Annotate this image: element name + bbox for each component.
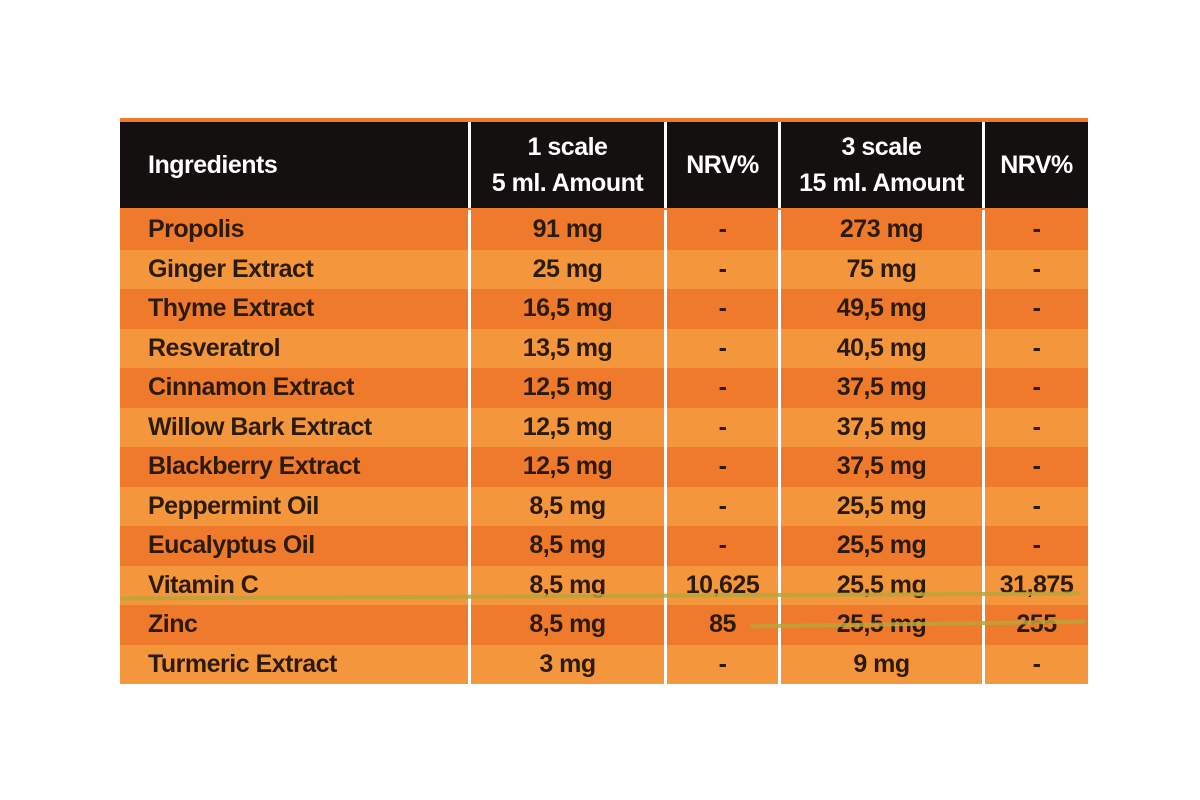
table-row: Resveratrol 13,5 mg -40,5 mg -: [120, 328, 1088, 368]
ingredient-name: Peppermint Oil: [148, 491, 319, 520]
value-cell: -: [982, 210, 1088, 250]
ingredient-name: Vitamin C: [148, 570, 259, 599]
ingredient-name: Turmeric Extract: [148, 649, 337, 678]
value-cell: -: [982, 368, 1088, 408]
value-cell: -: [664, 407, 778, 447]
value-cell: 8,5 mg: [468, 526, 664, 566]
value-cell: 8,5 mg: [468, 486, 664, 526]
value-cell: 49,5 mg: [778, 289, 982, 329]
header-text: 15 ml. Amount: [799, 169, 964, 197]
value-cell: 8,5 mg: [468, 605, 664, 645]
value-cell: 91 mg: [468, 210, 664, 250]
table-row: Willow Bark Extract 12,5 mg -37,5 mg -: [120, 407, 1088, 447]
table-row: Eucalyptus Oil 8,5 mg -25,5 mg -: [120, 526, 1088, 566]
header-text: 3 scale: [841, 133, 922, 161]
header-text: NRV%: [1000, 151, 1073, 179]
header-row: Ingredients 1 scale 5 ml. Amount NRV% 3 scal…: [120, 122, 1088, 208]
table-row: Thyme Extract 16,5 mg -49,5 mg -: [120, 289, 1088, 329]
value-cell: -: [982, 407, 1088, 447]
value-cell: -: [664, 210, 778, 250]
value-cell: 3 mg: [468, 644, 664, 684]
ingredient-name: Willow Bark Extract: [148, 412, 372, 441]
ingredient-name: Eucalyptus Oil: [148, 531, 315, 560]
table-row: Propolis 91 mg -273 mg -: [120, 210, 1088, 250]
value-cell: -: [664, 249, 778, 289]
value-cell: 75 mg: [778, 249, 982, 289]
ingredient-name: Resveratrol: [148, 333, 281, 362]
value-cell: 9 mg: [778, 644, 982, 684]
value-cell: 10,625: [664, 565, 778, 605]
value-cell: -: [982, 328, 1088, 368]
value-cell: 16,5 mg: [468, 289, 664, 329]
value-cell: 31,875: [982, 565, 1088, 605]
value-cell: -: [664, 289, 778, 329]
header-text: Ingredients: [148, 151, 278, 179]
value-cell: 25 mg: [468, 249, 664, 289]
ingredient-name: Blackberry Extract: [148, 452, 360, 481]
value-cell: -: [982, 526, 1088, 566]
ingredient-name: Thyme Extract: [148, 294, 314, 323]
header-cell: Ingredients: [120, 122, 468, 208]
value-cell: -: [982, 289, 1088, 329]
value-cell: 12,5 mg: [468, 447, 664, 487]
value-cell: 25,5 mg: [778, 486, 982, 526]
table-row: Peppermint Oil 8,5 mg -25,5 mg -: [120, 486, 1088, 526]
ingredient-name: Zinc: [148, 610, 198, 639]
nutrition-table: Ingredients 1 scale 5 ml. Amount NRV% 3 scal…: [120, 118, 1088, 684]
value-cell: 12,5 mg: [468, 368, 664, 408]
table-row: Blackberry Extract 12,5 mg -37,5 mg -: [120, 447, 1088, 487]
value-cell: 37,5 mg: [778, 447, 982, 487]
header-text: 5 ml. Amount: [491, 169, 644, 197]
value-cell: -: [982, 486, 1088, 526]
value-cell: 85: [664, 605, 778, 645]
header-cell: 1 scale 5 ml. Amount: [468, 122, 664, 208]
header-text: NRV%: [686, 151, 759, 179]
value-cell: 25,5 mg: [778, 565, 982, 605]
value-cell: 25,5 mg: [778, 526, 982, 566]
header-cell: 3 scale 15 ml. Amount: [778, 122, 982, 208]
header-text: 1 scale: [527, 133, 608, 161]
ingredient-name: Cinnamon Extract: [148, 373, 354, 402]
header-cell: NRV%: [664, 122, 778, 208]
value-cell: -: [982, 447, 1088, 487]
ingredient-name: Ginger Extract: [148, 254, 314, 283]
value-cell: 8,5 mg: [468, 565, 664, 605]
value-cell: 37,5 mg: [778, 368, 982, 408]
ingredient-name: Propolis: [148, 215, 245, 244]
value-cell: -: [664, 644, 778, 684]
table-row: Cinnamon Extract 12,5 mg -37,5 mg -: [120, 368, 1088, 408]
value-cell: -: [664, 447, 778, 487]
value-cell: 12,5 mg: [468, 407, 664, 447]
value-cell: -: [664, 526, 778, 566]
value-cell: 37,5 mg: [778, 407, 982, 447]
table-row: Ginger Extract 25 mg -75 mg -: [120, 249, 1088, 289]
value-cell: -: [664, 328, 778, 368]
value-cell: -: [664, 486, 778, 526]
value-cell: 40,5 mg: [778, 328, 982, 368]
value-cell: -: [982, 249, 1088, 289]
value-cell: 273 mg: [778, 210, 982, 250]
value-cell: -: [664, 368, 778, 408]
header-cell: NRV%: [982, 122, 1088, 208]
value-cell: -: [982, 644, 1088, 684]
table-row: Turmeric Extract 3 mg -9 mg -: [120, 644, 1088, 684]
value-cell: 13,5 mg: [468, 328, 664, 368]
